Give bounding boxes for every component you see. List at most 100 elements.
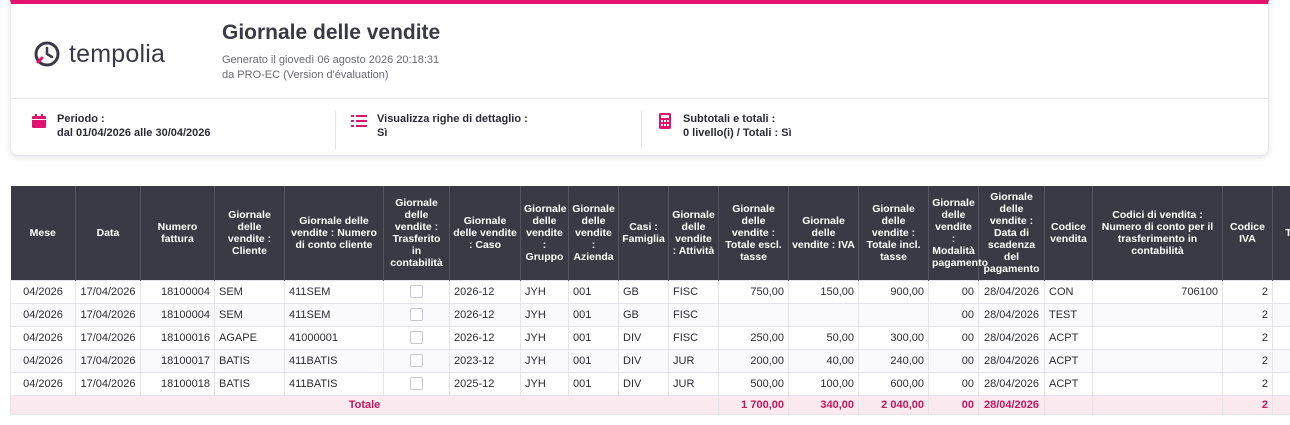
table-cell: 17/04/2026 (75, 302, 141, 327)
table-cell: CON (1044, 279, 1093, 304)
table-cell: GB (618, 302, 669, 327)
table-cell: 001 (568, 371, 619, 396)
table-cell: 04/2026 (10, 371, 76, 396)
totals-row: Totale 1 700,00 340,00 2 040,00 00 28/04/2026… (10, 394, 1290, 415)
table-cell: JYH (520, 371, 569, 396)
table-cell: JYH (520, 325, 569, 350)
table-cell: 18100016 (140, 325, 215, 350)
table-cell: FISC (668, 325, 719, 350)
table-cell: 001 (568, 325, 619, 350)
brand-name: tempolia (69, 39, 166, 68)
column-header[interactable]: Mese (10, 186, 76, 280)
table-cell: 18100018 (140, 371, 215, 396)
table-cell: BATIS (214, 348, 285, 373)
calculator-icon (659, 113, 671, 129)
table-cell: ACPT (1044, 348, 1093, 373)
table-cell: 17/04/2026 (75, 325, 141, 350)
table-cell: 2 (1222, 302, 1273, 327)
table-cell: 001 (568, 279, 619, 304)
option-period: Periodo : dal 01/04/2026 alle 30/04/2026 (31, 112, 211, 140)
column-header[interactable]: Giornale delle vendite : Totale incl. ta… (858, 186, 929, 280)
column-header[interactable]: Giornale delle vendite : Data di scadenz… (978, 186, 1045, 280)
transferred-checkbox[interactable] (410, 377, 423, 390)
column-header[interactable]: Numero fattura (140, 186, 215, 280)
table-cell: 2026-12 (449, 279, 521, 304)
table-cell (1092, 302, 1223, 327)
column-header[interactable]: Giornale delle vendite : Gruppo (520, 186, 569, 280)
transferred-checkbox[interactable] (410, 308, 423, 321)
table-row[interactable]: 04/2026 17/04/2026 18100018 BATIS 411BATIS 20… (10, 371, 1290, 396)
table-cell: 411SEM (284, 302, 384, 327)
table-cell: JYH (520, 279, 569, 304)
column-header[interactable]: T (1272, 186, 1290, 280)
column-header[interactable]: Data (75, 186, 141, 280)
option-subtotals: Subtotali e totali : 0 livello(i) / Tota… (657, 112, 792, 140)
table-cell: 17/04/2026 (75, 279, 141, 304)
detail-value: Sì (377, 127, 388, 139)
table-cell: DIV (618, 325, 669, 350)
column-header[interactable]: Codice IVA (1222, 186, 1273, 280)
total-iva-code: 2 (1222, 394, 1273, 415)
table-cell: 17/04/2026 (75, 371, 141, 396)
table-cell: 2 (1222, 348, 1273, 373)
page-title: Giornale delle vendite (222, 21, 441, 44)
table-cell: GB (618, 279, 669, 304)
table-cell: 00 (928, 325, 979, 350)
tempolia-logo: tempolia (32, 38, 165, 70)
table-cell: 2026-12 (449, 302, 521, 327)
option-detail-rows: Visualizza righe di dettaglio : Sì (351, 112, 528, 140)
table-cell (1092, 371, 1223, 396)
table-cell: JYH (520, 348, 569, 373)
column-header[interactable]: Casi : Famiglia (618, 186, 669, 280)
table-cell: FISC (668, 279, 719, 304)
column-header[interactable]: Codici di vendita : Numero di conto per … (1092, 186, 1223, 280)
total-excl-tax: 1 700,00 (718, 394, 789, 415)
column-header[interactable]: Giornale delle vendite : Caso (449, 186, 521, 280)
table-header-row: Mese Data Numero fattura Giornale delle … (10, 186, 1290, 280)
table-cell: 00 (928, 279, 979, 304)
column-header[interactable]: Codice vendita (1044, 186, 1093, 280)
column-header[interactable]: Giornale delle vendite : Attività (668, 186, 719, 280)
column-header[interactable]: Giornale delle vendite : Trasferito in c… (383, 186, 450, 280)
table-row[interactable]: 04/2026 17/04/2026 18100004 SEM 411SEM 2026-1… (10, 302, 1290, 327)
header-divider (11, 98, 1268, 99)
table-cell: 28/04/2026 (978, 279, 1045, 304)
column-header[interactable]: Giornale delle vendite : Numero di conto… (284, 186, 384, 280)
totals-label: Totale (10, 394, 719, 415)
generated-timestamp: Generato il giovedì 06 agosto 2026 20:18… (222, 54, 440, 66)
table-cell: ACPT (1044, 325, 1093, 350)
column-header[interactable]: Giornale delle vendite : Azienda (568, 186, 619, 280)
total-iva: 340,00 (788, 394, 859, 415)
calendar-icon (32, 114, 46, 128)
table-cell: 2025-12 (449, 371, 521, 396)
table-cell: 40,00 (788, 348, 859, 373)
table-cell: 200,00 (718, 348, 789, 373)
table-row[interactable]: 04/2026 17/04/2026 18100016 AGAPE 41000001 20… (10, 325, 1290, 350)
table-cell: 2026-12 (449, 325, 521, 350)
clock-logo-icon (34, 41, 60, 67)
table-cell: 17/04/2026 (75, 348, 141, 373)
table-cell: 00 (928, 348, 979, 373)
column-header[interactable]: Giornale delle vendite : Modalità pagame… (928, 186, 988, 280)
sales-journal-table-container[interactable]: Mese Data Numero fattura Giornale delle … (10, 186, 1290, 416)
table-cell (1272, 348, 1290, 373)
transferred-checkbox[interactable] (410, 285, 423, 298)
table-cell: 750,00 (718, 279, 789, 304)
option-separator (641, 111, 642, 149)
column-header[interactable]: Giornale delle vendite : Totale escl. ta… (718, 186, 789, 280)
totals-cell (1044, 394, 1093, 415)
column-header[interactable]: Giornale delle vendite : IVA (788, 186, 859, 280)
table-cell: SEM (214, 279, 285, 304)
totals-cell (1272, 394, 1290, 415)
table-row[interactable]: 04/2026 17/04/2026 18100004 SEM 411SEM 2026-1… (10, 279, 1290, 304)
table-cell: 250,00 (718, 325, 789, 350)
transferred-checkbox[interactable] (410, 331, 423, 344)
transferred-checkbox[interactable] (410, 354, 423, 367)
table-cell: 411SEM (284, 279, 384, 304)
table-cell: 600,00 (858, 371, 929, 396)
table-cell: 500,00 (718, 371, 789, 396)
table-row[interactable]: 04/2026 17/04/2026 18100017 BATIS 411BATIS 20… (10, 348, 1290, 373)
table-cell: JUR (668, 348, 719, 373)
column-header[interactable]: Giornale delle vendite : Cliente (214, 186, 285, 280)
total-payment-mode: 00 (928, 394, 979, 415)
